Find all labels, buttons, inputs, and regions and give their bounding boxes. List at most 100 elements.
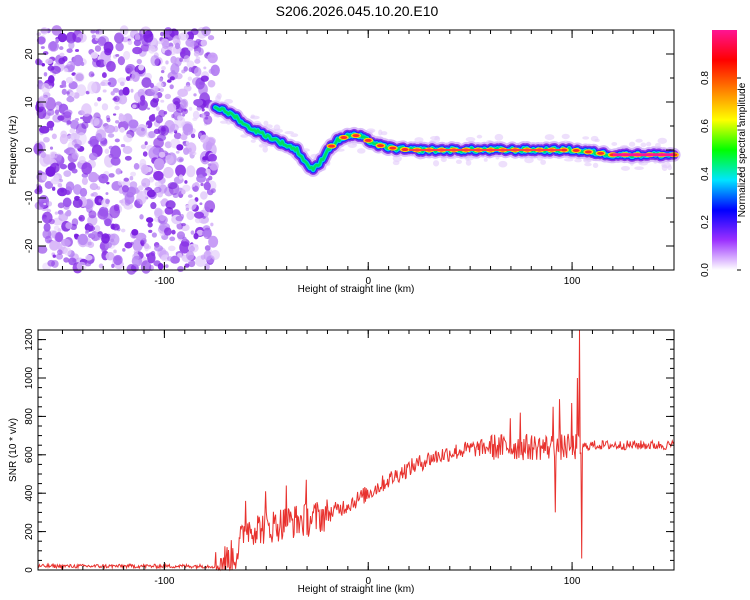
noise-blob: [43, 222, 51, 232]
noise-blob: [193, 93, 197, 97]
noise-blob: [124, 241, 133, 249]
noise-blob: [188, 67, 193, 73]
noise-blob: [73, 71, 85, 83]
noise-blob: [44, 235, 52, 244]
noise-blob: [187, 76, 193, 81]
noise-blob: [203, 181, 211, 191]
noise-blob: [146, 189, 156, 198]
noise-blob: [84, 261, 92, 267]
noise-blob: [129, 176, 134, 181]
noise-blob: [98, 173, 109, 184]
ridge-bead-core: [572, 148, 580, 152]
noise-blob: [133, 200, 141, 208]
noise-blob: [95, 129, 107, 142]
noise-blob: [105, 198, 110, 205]
noise-blob: [123, 134, 133, 143]
snr-frame: [37, 329, 675, 571]
noise-blob: [44, 181, 54, 189]
noise-blob: [205, 168, 211, 176]
noise-blob: [71, 168, 78, 174]
snr-y-axis-label: SNR (10 * v/v): [8, 418, 19, 482]
spectrogram-x-tick-label: -100: [154, 276, 174, 287]
noise-blob: [93, 102, 98, 107]
noise-blob: [64, 190, 71, 196]
noise-blob: [140, 164, 149, 175]
noise-blob: [158, 151, 166, 158]
halo-blob: [657, 137, 668, 144]
noise-blob: [154, 207, 163, 219]
noise-blob: [200, 39, 208, 47]
ridge-bead-core: [597, 151, 605, 155]
noise-blob: [55, 253, 64, 260]
noise-blob: [140, 144, 147, 150]
noise-blob: [58, 57, 66, 65]
noise-blob: [119, 81, 125, 87]
noise-blob: [201, 26, 211, 37]
noise-blob: [98, 198, 102, 203]
noise-blob: [183, 108, 187, 112]
noise-blob: [168, 245, 176, 252]
noise-blob: [202, 172, 208, 177]
noise-blob: [154, 181, 162, 188]
noise-blob: [130, 241, 134, 245]
halo-blob: [465, 137, 476, 142]
halo-blob: [620, 165, 631, 171]
noise-blob: [188, 47, 193, 51]
noise-blob: [179, 57, 183, 62]
noise-blob: [192, 110, 200, 120]
noise-blob: [208, 175, 213, 181]
noise-blob: [121, 185, 129, 193]
ridge-bead-core: [389, 146, 397, 150]
noise-blob: [181, 113, 186, 117]
noise-blob: [62, 197, 72, 208]
noise-blob: [175, 164, 186, 177]
noise-blob: [41, 174, 47, 181]
noise-blob: [69, 91, 76, 97]
noise-blob: [63, 170, 72, 178]
noise-blob: [138, 64, 145, 71]
halo-blob: [250, 114, 255, 119]
colorbar-tick-label: 0.8: [700, 71, 711, 85]
noise-blob: [65, 181, 75, 192]
noise-blob: [81, 177, 88, 185]
noise-blob: [51, 186, 56, 191]
noise-blob: [157, 125, 167, 136]
noise-blob: [128, 119, 139, 129]
noise-blob: [141, 77, 152, 88]
noise-blob: [130, 88, 134, 93]
halo-blob: [465, 159, 472, 166]
noise-blob: [77, 233, 88, 246]
spectrogram-y-tick-label: 10: [24, 96, 35, 108]
noise-blob: [140, 260, 152, 274]
noise-blob: [87, 214, 98, 226]
snr-y-tick-label: 0: [24, 567, 35, 573]
noise-blob: [45, 58, 54, 65]
noise-blob: [209, 208, 214, 213]
noise-blob: [49, 146, 54, 150]
noise-blob: [161, 66, 166, 71]
noise-blob: [196, 174, 207, 183]
noise-blob: [142, 151, 148, 157]
noise-blob: [160, 99, 165, 103]
noise-blob: [183, 66, 188, 72]
noise-blob: [200, 75, 209, 82]
spectrogram-y-tick-label: 20: [24, 48, 35, 60]
noise-blob: [133, 39, 142, 47]
noise-blob: [43, 202, 47, 206]
halo-blob: [284, 131, 295, 135]
noise-blob: [102, 251, 107, 256]
noise-blob: [111, 223, 120, 231]
noise-blob: [200, 182, 204, 187]
noise-blob: [110, 156, 121, 166]
noise-blob: [199, 134, 209, 143]
noise-blob: [177, 266, 185, 273]
noise-blob: [181, 189, 186, 195]
noise-blob: [153, 170, 164, 181]
noise-blob: [142, 189, 148, 197]
noise-blob: [139, 214, 144, 220]
noise-blob: [61, 88, 67, 95]
snr-x-tick-label: -100: [154, 576, 174, 587]
noise-blob: [177, 115, 182, 121]
snr-x-axis-label: Height of straight line (km): [298, 584, 415, 595]
noise-blob: [87, 241, 92, 246]
